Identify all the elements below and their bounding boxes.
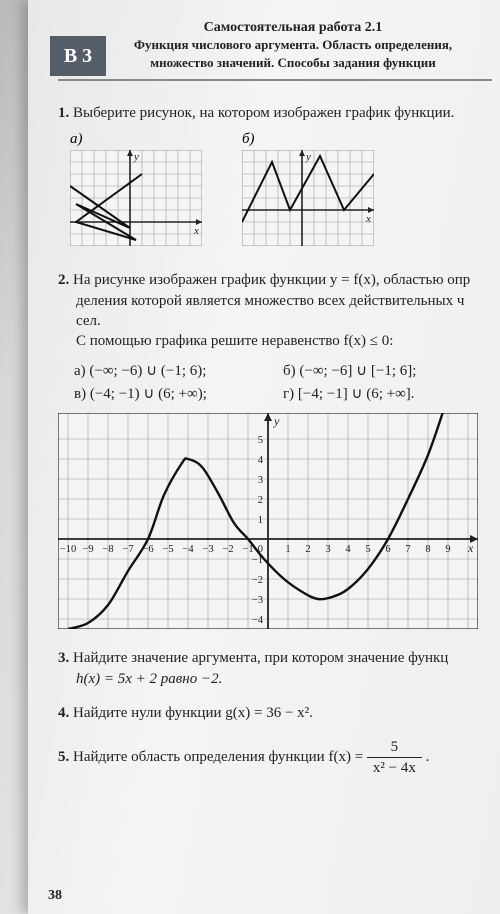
svg-text:1: 1: [285, 544, 290, 555]
svg-text:6: 6: [385, 544, 390, 555]
task-4-num: 4.: [58, 705, 69, 721]
header-titles: Самостоятельная работа 2.1 Функция число…: [58, 20, 492, 71]
svg-text:3: 3: [258, 475, 263, 486]
svg-text:−8: −8: [102, 544, 113, 555]
header-title: Самостоятельная работа 2.1: [100, 20, 486, 36]
svg-text:−7: −7: [122, 544, 133, 555]
svg-text:−10: −10: [60, 544, 76, 555]
header-subtitle-2: множество значений. Способы задания функ…: [100, 54, 486, 72]
option-a: а) (−∞; −6) ∪ (−1; 6);: [74, 359, 283, 382]
svg-text:−4: −4: [182, 544, 194, 555]
header: В 3 Самостоятельная работа 2.1 Функция ч…: [58, 20, 492, 81]
task-1-num: 1.: [58, 105, 69, 121]
task-4: 4. Найдите нули функции g(x) = 36 − x².: [58, 703, 492, 723]
header-divider: [58, 79, 492, 81]
task-5-fraction: 5 x² − 4x: [367, 737, 422, 779]
svg-text:9: 9: [445, 544, 450, 555]
option-b: б) (−∞; −6] ∪ [−1; 6];: [283, 359, 492, 382]
graph-wrapper: −10−9−8−7−6−5−4−3−2−112345678912345−1−2−…: [58, 413, 492, 634]
svg-text:−5: −5: [162, 544, 173, 555]
header-subtitle-1: Функция числового аргумента. Область опр…: [100, 36, 486, 54]
option-g: г) [−4; −1] ∪ (6; +∞].: [283, 382, 492, 405]
page: В 3 Самостоятельная работа 2.1 Функция ч…: [28, 0, 500, 914]
svg-text:−2: −2: [222, 544, 233, 555]
task-4-text: Найдите нули функции g(x) = 36 − x².: [73, 705, 313, 721]
svg-text:8: 8: [425, 544, 430, 555]
svg-text:2: 2: [258, 495, 263, 506]
variant-label: В 3: [64, 45, 92, 68]
task-2-options: а) (−∞; −6) ∪ (−1; 6); б) (−∞; −6] ∪ [−1…: [74, 359, 492, 405]
svg-text:4: 4: [345, 544, 351, 555]
task-2-text-4: С помощью графика решите неравенство f(x…: [76, 333, 393, 349]
variant-badge: В 3: [50, 36, 106, 76]
svg-text:x: x: [467, 541, 474, 555]
svg-text:5: 5: [258, 435, 263, 446]
svg-text:−2: −2: [252, 575, 263, 586]
svg-text:x: x: [365, 213, 371, 225]
task-3-formula: h(x) = 5x + 2 равно −2.: [76, 671, 222, 687]
task-3: 3. Найдите значение аргумента, при котор…: [58, 648, 492, 689]
svg-text:−4: −4: [252, 615, 264, 626]
task-2-text-1: На рисунке изображен график функции y = …: [73, 272, 470, 288]
option-v: в) (−4; −1) ∪ (6; +∞);: [74, 382, 283, 405]
task-1-text: Выберите рисунок, на котором изображен г…: [73, 105, 454, 121]
fraction-denominator: x² − 4x: [367, 758, 422, 778]
task-2: 2. На рисунке изображен график функции y…: [58, 270, 492, 351]
task-5-text: Найдите область определения функции f(x)…: [73, 749, 363, 765]
task-3-num: 3.: [58, 650, 69, 666]
svg-text:7: 7: [405, 544, 410, 555]
task-5: 5. Найдите область определения функции f…: [58, 737, 492, 779]
task-2-text-3: сел.: [76, 313, 101, 329]
task-5-tail: .: [426, 749, 430, 765]
svg-text:4: 4: [258, 455, 264, 466]
svg-text:−3: −3: [252, 595, 263, 606]
svg-text:1: 1: [258, 515, 263, 526]
task-5-num: 5.: [58, 749, 69, 765]
task-2-text-2: деления которой является множество всех …: [76, 293, 464, 309]
fraction-numerator: 5: [367, 737, 422, 758]
figure-b-label: б): [242, 131, 255, 148]
task-1: 1. Выберите рисунок, на котором изображе…: [58, 103, 492, 123]
figure-b-graph: yx: [242, 150, 374, 246]
svg-text:3: 3: [325, 544, 330, 555]
svg-text:5: 5: [365, 544, 370, 555]
svg-text:y: y: [273, 414, 280, 428]
figure-a-label: а): [70, 131, 83, 148]
svg-text:−3: −3: [202, 544, 213, 555]
task-3-text: Найдите значение аргумента, при котором …: [73, 650, 448, 666]
svg-text:2: 2: [305, 544, 310, 555]
svg-text:x: x: [193, 225, 199, 237]
figure-a-graph: yx: [70, 150, 202, 246]
svg-text:y: y: [133, 151, 139, 163]
function-graph: −10−9−8−7−6−5−4−3−2−112345678912345−1−2−…: [58, 413, 478, 629]
task-2-num: 2.: [58, 272, 69, 288]
task-1-figures: а) yx б) yx: [70, 131, 492, 246]
figure-b-col: б) yx: [242, 131, 374, 246]
page-number: 38: [48, 888, 62, 904]
svg-text:y: y: [305, 151, 311, 163]
svg-text:−9: −9: [82, 544, 93, 555]
figure-a-col: а) yx: [70, 131, 202, 246]
